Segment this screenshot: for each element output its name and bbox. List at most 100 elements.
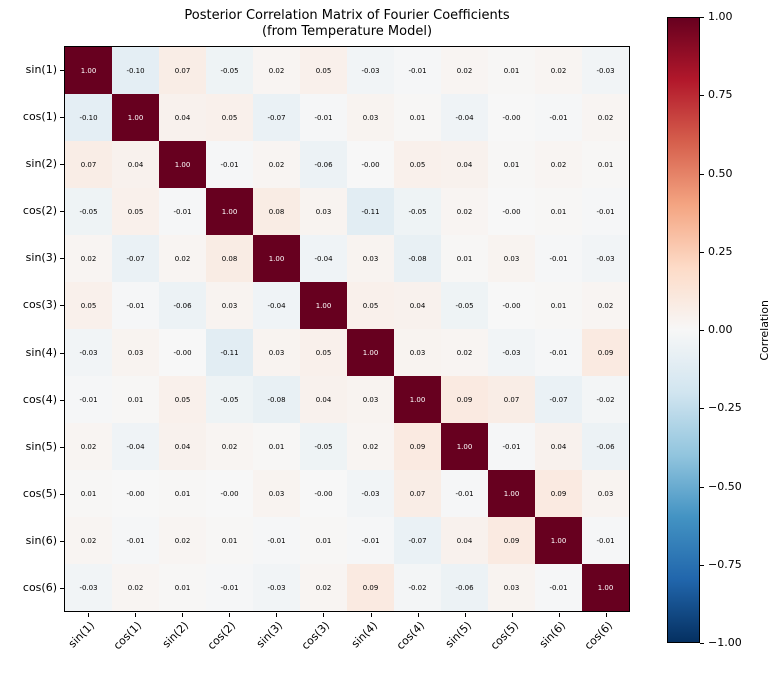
matrix-cell: 0.02 [441,188,488,235]
matrix-cell: 0.01 [206,517,253,564]
y-axis-label: sin(6) [25,534,57,548]
matrix-cell: -0.01 [159,188,206,235]
matrix-cell: 0.02 [582,94,629,141]
matrix-cell: 0.03 [206,282,253,329]
x-axis-label: sin(1) [65,619,97,651]
matrix-cell: -0.04 [300,235,347,282]
matrix-cell: 0.04 [441,517,488,564]
matrix-cell: 0.05 [347,282,394,329]
matrix-cell: -0.00 [206,470,253,517]
y-tick [60,69,64,71]
colorbar-tick [700,17,704,18]
x-axis-label: cos(1) [110,619,144,653]
matrix-cell: -0.00 [488,282,535,329]
colorbar-tick-label: 0.50 [708,166,733,180]
matrix-cell: 0.02 [253,141,300,188]
matrix-cell: 0.01 [112,376,159,423]
matrix-cell: 0.02 [112,564,159,611]
matrix-cell: -0.00 [159,329,206,376]
y-axis-label: sin(1) [25,62,57,76]
y-tick [60,258,64,260]
colorbar-tick-label: 0.00 [708,323,733,336]
matrix-cell: 1.00 [582,564,629,611]
colorbar-tick-label: −0.50 [708,479,742,493]
matrix-cell: 0.09 [441,376,488,423]
matrix-cell: 0.07 [488,376,535,423]
matrix-cell: -0.08 [394,235,441,282]
matrix-cell: -0.03 [488,329,535,376]
matrix-cell: 0.01 [300,517,347,564]
matrix-cell: -0.03 [347,47,394,94]
y-axis-label: sin(2) [25,156,57,170]
matrix-cell: -0.08 [253,376,300,423]
matrix-cell: -0.01 [65,376,112,423]
matrix-cell: 0.08 [206,235,253,282]
matrix-cell: -0.01 [582,188,629,235]
matrix-cell: 0.02 [65,423,112,470]
matrix-cell: -0.02 [394,564,441,611]
colorbar-tick [700,408,704,410]
matrix-cell: 0.03 [347,235,394,282]
matrix-cell: 0.05 [159,376,206,423]
matrix-cell: 0.07 [65,141,112,188]
colorbar-axis-label: Correlation [757,299,771,361]
matrix-cell: -0.07 [394,517,441,564]
x-tick [370,613,372,617]
matrix-cell: 0.05 [206,94,253,141]
x-tick [87,613,89,617]
matrix-cell: -0.04 [112,423,159,470]
x-axis-label: sin(6) [537,619,569,651]
matrix-cell: 1.00 [65,47,112,94]
colorbar-tick [700,564,704,566]
matrix-cell: 0.01 [394,94,441,141]
matrix-cell: -0.01 [206,564,253,611]
matrix-cell: 1.00 [159,141,206,188]
matrix-cell: -0.05 [300,423,347,470]
matrix-cell: -0.03 [347,470,394,517]
matrix-cell: -0.01 [112,517,159,564]
matrix-cell: -0.01 [112,282,159,329]
chart-title-line2: (from Temperature Model) [261,24,433,39]
colorbar-tick [700,173,704,175]
matrix-cell: 0.03 [300,188,347,235]
matrix-cell: 1.00 [347,329,394,376]
matrix-cell: -0.05 [65,188,112,235]
matrix-cell: 1.00 [394,376,441,423]
matrix-cell: -0.04 [253,282,300,329]
matrix-cell: 0.03 [347,376,394,423]
colorbar-tick [700,486,704,488]
x-axis-label: cos(6) [582,619,616,653]
x-axis-label: cos(2) [204,619,239,653]
y-tick [60,399,64,401]
matrix-cell: 0.04 [112,141,159,188]
matrix-cell: -0.01 [441,470,488,517]
matrix-cell: 0.01 [65,470,112,517]
matrix-cell: 0.02 [159,235,206,282]
y-tick [60,494,64,496]
matrix-cell: -0.05 [206,376,253,423]
matrix-cell: -0.02 [582,376,629,423]
matrix-cell: -0.03 [253,564,300,611]
matrix-cell: -0.00 [112,470,159,517]
matrix-cell: -0.10 [65,94,112,141]
matrix-cell: 0.07 [394,470,441,517]
matrix-cell: -0.07 [112,235,159,282]
matrix-cell: 0.08 [253,188,300,235]
matrix-cell: 1.00 [112,94,159,141]
matrix-cell: -0.04 [441,94,488,141]
matrix-cell: 0.02 [159,517,206,564]
matrix-cell: 0.09 [394,423,441,470]
matrix-cell: 0.02 [535,47,582,94]
matrix-cell: -0.01 [582,517,629,564]
matrix-cell: -0.01 [347,517,394,564]
colorbar-tick [700,330,704,331]
matrix-cell: -0.00 [347,141,394,188]
y-tick [60,305,64,307]
matrix-cell: 1.00 [300,282,347,329]
y-axis-label: sin(5) [25,439,57,453]
x-tick [417,613,419,617]
x-tick [181,613,183,617]
matrix-cell: -0.05 [441,282,488,329]
matrix-cell: 0.02 [300,564,347,611]
